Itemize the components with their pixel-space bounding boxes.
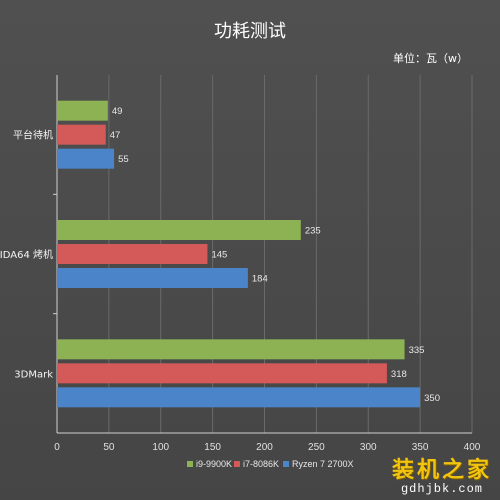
- category-label: 平台待机: [13, 129, 53, 142]
- x-tick-label: 400: [464, 442, 481, 453]
- data-label: 350: [424, 393, 440, 404]
- bar: [57, 339, 405, 360]
- data-label: 235: [305, 226, 321, 237]
- data-label: 145: [211, 250, 227, 261]
- bar: [57, 124, 106, 145]
- bar: [57, 244, 208, 264]
- unit-label: 单位：瓦（w）: [393, 51, 468, 65]
- legend-swatch: [187, 461, 193, 467]
- legend-label: i9-9900K: [196, 459, 232, 469]
- bar: [57, 100, 108, 121]
- data-label: 318: [391, 369, 407, 380]
- legend-label: Ryzen 7 2700X: [292, 459, 354, 469]
- x-tick-label: 200: [256, 442, 273, 453]
- data-label: 184: [252, 274, 268, 285]
- x-tick-label: 350: [412, 442, 429, 453]
- bar: [57, 148, 115, 169]
- category-label: AIDA64 烤机: [0, 248, 53, 261]
- legend-swatch: [234, 461, 240, 467]
- x-tick-label: 50: [103, 442, 115, 453]
- category-label: 3DMark: [14, 369, 53, 380]
- legend-swatch: [283, 461, 289, 467]
- chart-title: 功耗测试: [214, 21, 286, 42]
- legend-label: i7-8086K: [243, 459, 279, 469]
- bar: [57, 387, 421, 408]
- bar: [57, 220, 301, 240]
- data-label: 49: [112, 106, 123, 117]
- bar: [57, 363, 387, 384]
- x-tick-label: 300: [360, 442, 377, 453]
- watermark: 装机之家 gdhjbk.com: [392, 459, 492, 496]
- watermark-sub: gdhjbk.com: [400, 482, 483, 496]
- x-tick-label: 100: [152, 442, 169, 453]
- x-tick-label: 250: [308, 442, 325, 453]
- x-tick-label: 0: [54, 442, 60, 453]
- data-label: 55: [118, 154, 129, 165]
- data-label: 47: [110, 130, 121, 141]
- watermark-main: 装机之家: [391, 458, 492, 483]
- data-label: 335: [409, 345, 425, 356]
- bar: [57, 268, 248, 288]
- x-tick-label: 150: [204, 442, 221, 453]
